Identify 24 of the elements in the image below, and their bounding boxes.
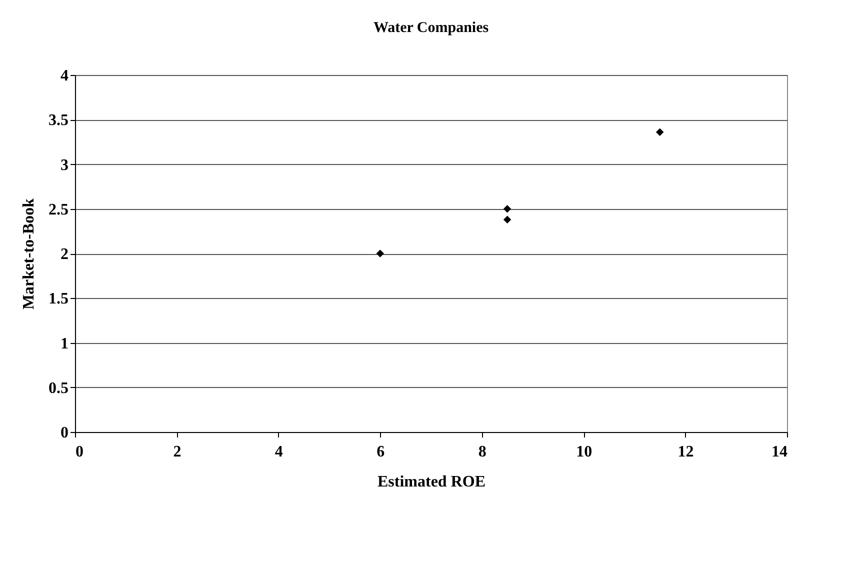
y-tick-label: 0 (60, 424, 68, 442)
y-tick-label: 3.5 (48, 112, 68, 130)
y-tick-label: 1.5 (48, 290, 68, 308)
y-tick-label: 3 (60, 156, 68, 174)
y-tick-label: 2.5 (48, 201, 68, 218)
point (376, 250, 384, 258)
x-tick-label: 0 (76, 444, 84, 460)
x-axis-title: Estimated ROE (378, 474, 486, 490)
x-tick-label: 2 (173, 444, 182, 460)
point (503, 216, 512, 224)
point (503, 205, 512, 213)
x-tick-label: 6 (376, 444, 385, 460)
x-tick-label: 14 (772, 444, 788, 460)
x-tick-label: 10 (576, 444, 592, 460)
y-axis-title: Market-to-Book (20, 198, 38, 310)
point (656, 128, 664, 136)
y-tick-label: 2 (60, 246, 68, 263)
x-tick-label: 4 (274, 444, 283, 460)
x-tick-label: 12 (678, 444, 694, 460)
y-tick-label: 0.5 (48, 380, 68, 397)
x-tick-label: 8 (478, 444, 486, 460)
chart-title: Water Companies (373, 20, 489, 36)
y-tick-label: 4 (60, 68, 68, 84)
y-tick-label: 1 (60, 335, 68, 352)
